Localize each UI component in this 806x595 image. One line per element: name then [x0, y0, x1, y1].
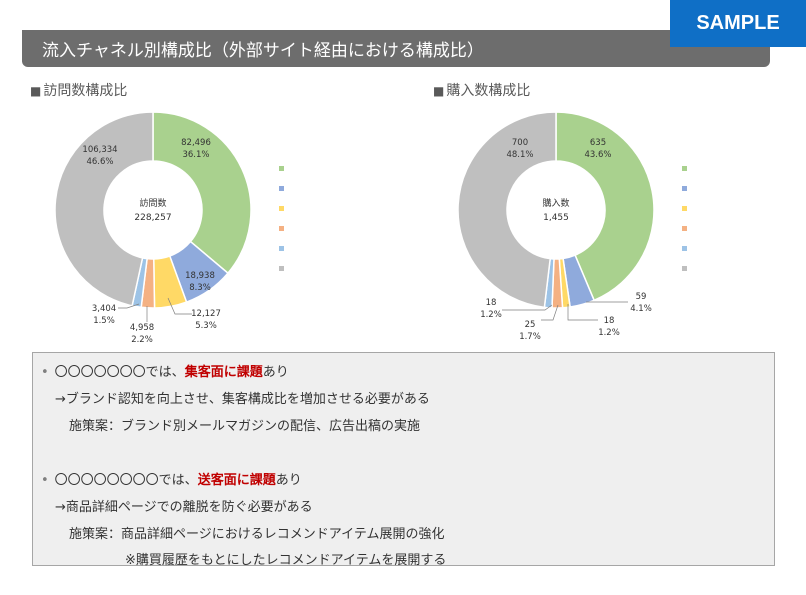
slice-percent-label: 1.5%	[93, 316, 115, 326]
leader-line	[541, 304, 559, 321]
leader-line	[118, 303, 140, 309]
note-line-3: 施策案：ブランド別メールマガジンの配信、広告出稿の実施	[69, 419, 421, 434]
leader-line	[167, 297, 192, 315]
legend-swatch	[682, 186, 687, 191]
note-text: あり	[275, 473, 302, 488]
slice-value-label: 18	[604, 316, 615, 326]
slice-value-label: 12,127	[191, 309, 221, 319]
slice-percent-label: 1.2%	[598, 328, 620, 338]
slice-percent-label: 43.6%	[584, 150, 611, 160]
slice-percent-label: 48.1%	[506, 150, 533, 160]
note-highlight: 送客面に課題	[197, 473, 276, 488]
center-label: 購入数	[542, 197, 569, 209]
slice-value-label: 3,404	[92, 304, 116, 314]
slice-value-label: 82,496	[181, 138, 211, 148]
notes-box: • 〇〇〇〇〇〇〇では、集客面に課題あり →ブランド認知を向上させ、集客構成比を増…	[32, 352, 775, 568]
slice-percent-label: 2.2%	[131, 335, 153, 345]
square-bullet-icon: ■	[30, 84, 42, 98]
note-text: 〇〇〇〇〇〇〇では、	[54, 365, 185, 380]
center-label: 訪問数	[139, 197, 166, 209]
visits-section-label: ■ 訪問数構成比	[30, 80, 127, 100]
center-value: 228,257	[134, 213, 171, 223]
legend-swatch	[682, 246, 687, 251]
legend-swatch	[682, 226, 687, 231]
legend-swatch	[682, 206, 687, 211]
legend-swatch	[279, 266, 284, 271]
legend-swatch	[279, 186, 284, 191]
slice-value-label: 18,938	[185, 271, 215, 281]
slice-value-label: 18	[486, 298, 497, 308]
slice-value-label: 106,334	[82, 145, 117, 155]
legend-swatch	[682, 266, 687, 271]
leader-line	[502, 304, 553, 311]
slice-value-label: 59	[636, 292, 647, 302]
donut-slice	[152, 111, 252, 275]
note-text: 〇〇〇〇〇〇〇〇では、	[54, 473, 198, 488]
donut-slice	[54, 111, 154, 307]
leader-line	[567, 304, 598, 321]
square-bullet-icon: ■	[433, 84, 445, 98]
slice-percent-label: 8.3%	[189, 283, 211, 293]
donut-slice	[457, 111, 557, 309]
note-line-2: →ブランド認知を向上させ、集客構成比を増加させる必要がある	[55, 392, 430, 407]
legend-swatch	[682, 166, 687, 171]
slice-value-label: 635	[590, 138, 606, 148]
slice-percent-label: 1.2%	[480, 310, 502, 320]
note-line-1: • 〇〇〇〇〇〇〇では、集客面に課題あり	[41, 361, 289, 380]
note-text: あり	[262, 365, 289, 380]
slice-value-label: 4,958	[130, 323, 154, 333]
slice-percent-label: 5.3%	[195, 321, 217, 331]
slice-percent-label: 36.1%	[182, 150, 209, 160]
slice-value-label: 700	[512, 138, 528, 148]
note-highlight: 集客面に課題	[184, 365, 263, 380]
note-line-7: ※購買履歴をもとにしたレコメンドアイテムを展開する	[125, 553, 447, 568]
bullet-icon: •	[41, 365, 49, 380]
note-line-4: • 〇〇〇〇〇〇〇〇では、送客面に課題あり	[41, 469, 302, 488]
legend-swatch	[279, 226, 284, 231]
visits-section-title: 訪問数構成比	[43, 83, 128, 99]
purchases-section-label: ■ 購入数構成比	[433, 80, 530, 100]
bullet-icon: •	[41, 473, 49, 488]
legend-swatch	[279, 246, 284, 251]
slice-percent-label: 1.7%	[519, 332, 541, 342]
note-line-6: 施策案：商品詳細ページにおけるレコメンドアイテム展開の強化	[69, 527, 445, 542]
page-title: 流入チャネル別構成比（外部サイト経由における構成比）	[42, 41, 484, 61]
legend-swatch	[279, 206, 284, 211]
header-bar: 流入チャネル別構成比（外部サイト経由における構成比）	[22, 30, 770, 67]
slice-percent-label: 46.6%	[86, 157, 113, 167]
note-line-5: →商品詳細ページでの離脱を防ぐ必要がある	[55, 500, 313, 515]
slice-percent-label: 4.1%	[630, 304, 652, 314]
slice-value-label: 25	[525, 320, 536, 330]
donut-slice	[555, 111, 655, 302]
center-value: 1,455	[543, 213, 569, 223]
purchases-section-title: 購入数構成比	[446, 83, 531, 99]
legend-swatch	[279, 166, 284, 171]
sample-badge: SAMPLE	[670, 0, 806, 47]
